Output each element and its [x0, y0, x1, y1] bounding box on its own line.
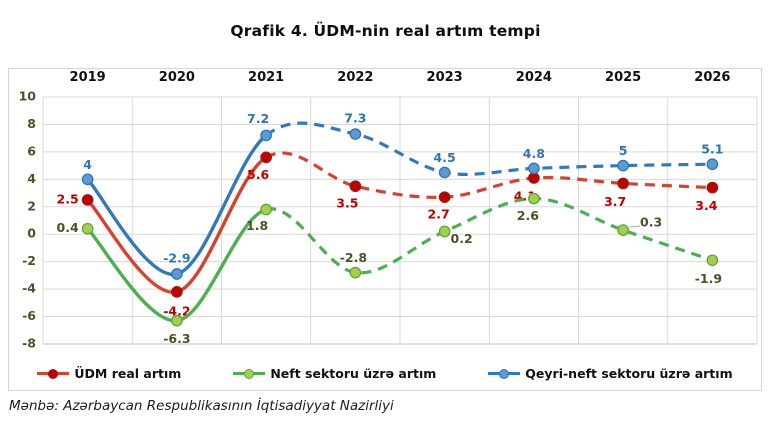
data-point — [81, 194, 94, 206]
legend-item-qeyri-neft-sektoru: Qeyri-neft sektoru üzrə artım — [488, 366, 733, 381]
gridlines — [42, 96, 758, 345]
series-line-dashed — [265, 121, 713, 176]
data-point — [81, 173, 94, 186]
y-tick-label: -2 — [22, 253, 36, 268]
y-axis-labels: 10 8 6 4 2 0 -2 -4 -6 -8 — [19, 89, 37, 351]
data-label: -1.9 — [695, 271, 722, 286]
year-label: 2022 — [337, 70, 373, 85]
data-point — [528, 172, 540, 184]
data-point — [706, 158, 719, 171]
data-point — [617, 177, 629, 190]
data-point — [438, 225, 451, 238]
data-point — [171, 314, 183, 327]
year-label: 2024 — [516, 70, 552, 85]
y-tick-label: 2 — [27, 198, 36, 213]
data-label: 2.7 — [428, 207, 450, 222]
data-point — [706, 181, 719, 194]
chart-container: 10 8 6 4 2 0 -2 -4 -6 -8 2019 2020 2021 2022 2023 2024 2… — [8, 68, 762, 391]
series-line-marker-icon — [37, 368, 70, 379]
label-leader-line — [629, 225, 641, 228]
data-label: -2.9 — [163, 251, 190, 266]
data-label: 5.6 — [247, 167, 269, 182]
data-label: 7.3 — [344, 111, 366, 126]
data-label: 5 — [619, 143, 628, 158]
data-point — [349, 180, 362, 193]
data-label: 2.6 — [517, 208, 539, 223]
data-label: 0.3 — [640, 215, 662, 230]
data-label: 5.1 — [701, 142, 723, 157]
data-label: 4 — [83, 157, 92, 172]
y-tick-label: 8 — [27, 116, 36, 131]
data-label: 3.5 — [336, 196, 358, 211]
data-point — [528, 192, 540, 205]
year-label: 2026 — [694, 70, 730, 85]
data-label: 7.2 — [247, 111, 269, 126]
data-label: 0.2 — [451, 231, 473, 246]
data-point — [260, 151, 272, 164]
year-label: 2025 — [605, 70, 641, 85]
series-neft-sektoru-zr-art-m: 0.4 -6.3 1.8 -2.8 0.2 2.6 0.3 -1.9 — [57, 192, 722, 346]
y-tick-label: 0 — [27, 226, 36, 241]
y-tick-label: -4 — [22, 281, 36, 296]
source-note: Mənbə: Azərbaycan Respublikasının İqtisa… — [9, 398, 394, 414]
data-point — [349, 128, 362, 140]
data-label: 4.5 — [434, 150, 456, 165]
y-tick-label: -6 — [22, 308, 36, 323]
series-line-marker-icon — [233, 368, 266, 379]
data-label: 2.5 — [57, 191, 79, 206]
y-tick-label: -8 — [22, 336, 36, 351]
chart-legend: ÜDM real artım Neft sektoru üzrə artım Q… — [9, 366, 761, 381]
y-tick-label: 6 — [27, 143, 36, 158]
legend-label: Qeyri-neft sektoru üzrə artım — [525, 366, 733, 381]
year-label: 2021 — [248, 70, 284, 85]
data-point — [171, 268, 183, 280]
year-label: 2020 — [159, 70, 195, 85]
data-label: 3.4 — [695, 198, 717, 213]
data-point — [349, 266, 362, 279]
series-line-dashed — [265, 151, 713, 199]
data-label: -2.8 — [340, 250, 367, 265]
data-point — [617, 224, 629, 236]
data-label: -6.3 — [163, 331, 190, 346]
data-label: 0.4 — [57, 220, 79, 235]
data-point — [706, 254, 719, 267]
y-tick-label: 4 — [27, 171, 36, 186]
legend-item-udm-real-artim: ÜDM real artım — [37, 366, 181, 381]
legend-label: Neft sektoru üzrə artım — [270, 366, 437, 381]
data-point — [617, 159, 629, 172]
year-label: 2019 — [70, 70, 106, 85]
legend-item-neft-sektoru: Neft sektoru üzrə artım — [233, 366, 436, 381]
data-point — [438, 191, 451, 204]
data-point — [81, 222, 94, 235]
data-point — [171, 286, 183, 298]
data-label: -4.2 — [163, 303, 190, 318]
data-point — [528, 162, 540, 175]
data-label: 1.8 — [246, 218, 268, 233]
y-tick-label: 10 — [19, 89, 37, 104]
year-label: 2023 — [427, 70, 463, 85]
legend-label: ÜDM real artım — [74, 366, 182, 381]
data-point — [260, 129, 272, 142]
data-label: 4.8 — [523, 146, 545, 161]
data-point — [438, 166, 451, 179]
x-axis-labels: 2019 2020 2021 2022 2023 2024 2025 2026 — [70, 70, 731, 85]
series--dm-real-art-m: 2.5-4.25.63.52.74.1 3.7 3.4 — [57, 151, 719, 318]
chart-title: Qrafik 4. ÜDM-nin real artım tempi — [230, 22, 541, 40]
data-point — [260, 203, 272, 216]
series-qeyri-neft-sektoru-zr-art-m: 4 -2.9 7.2 7.3 4.5 4.8 5 5.1 — [81, 111, 723, 280]
data-label: 3.7 — [604, 194, 626, 209]
series-line-marker-icon — [488, 368, 521, 379]
